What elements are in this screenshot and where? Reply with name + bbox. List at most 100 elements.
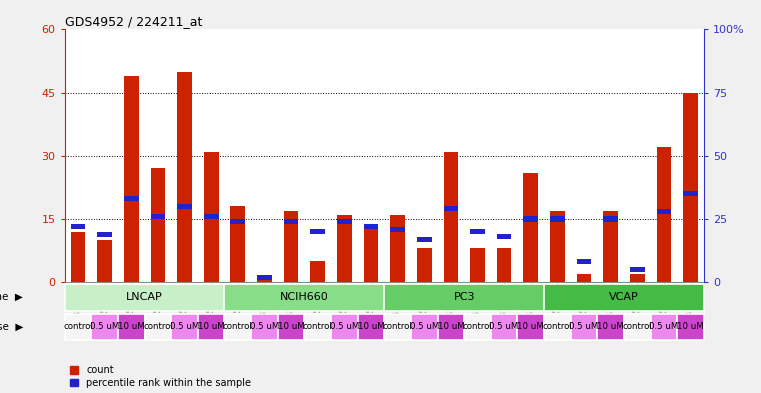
Text: control: control bbox=[622, 323, 652, 331]
Bar bbox=[71, 224, 85, 229]
Text: LNCAP: LNCAP bbox=[126, 292, 163, 302]
Bar bbox=[550, 211, 565, 282]
Bar bbox=[177, 204, 192, 209]
Bar bbox=[657, 209, 671, 214]
Text: 10 uM: 10 uM bbox=[677, 323, 704, 331]
Bar bbox=[224, 284, 384, 310]
Bar bbox=[337, 215, 352, 282]
Bar bbox=[544, 284, 704, 310]
Legend: count, percentile rank within the sample: count, percentile rank within the sample bbox=[69, 365, 251, 388]
Bar bbox=[524, 173, 538, 282]
Bar bbox=[118, 314, 145, 340]
Bar bbox=[597, 314, 624, 340]
Bar bbox=[683, 93, 698, 282]
Bar bbox=[411, 314, 438, 340]
Text: control: control bbox=[223, 323, 253, 331]
Bar bbox=[491, 314, 517, 340]
Bar bbox=[71, 231, 85, 282]
Bar bbox=[257, 275, 272, 280]
Bar bbox=[204, 152, 218, 282]
Bar bbox=[603, 217, 618, 222]
Bar bbox=[603, 211, 618, 282]
Text: 10 uM: 10 uM bbox=[517, 323, 544, 331]
Text: VCAP: VCAP bbox=[609, 292, 639, 302]
Text: control: control bbox=[143, 323, 173, 331]
Bar bbox=[524, 217, 538, 222]
Text: PC3: PC3 bbox=[454, 292, 475, 302]
Text: control: control bbox=[63, 323, 93, 331]
Bar bbox=[390, 227, 405, 231]
Bar bbox=[310, 261, 325, 282]
Bar bbox=[91, 314, 118, 340]
Text: 0.5 uM: 0.5 uM bbox=[90, 323, 119, 331]
Bar bbox=[310, 229, 325, 234]
Bar bbox=[284, 219, 298, 224]
Text: 0.5 uM: 0.5 uM bbox=[489, 323, 519, 331]
Bar bbox=[231, 206, 245, 282]
Text: 0.5 uM: 0.5 uM bbox=[649, 323, 679, 331]
Bar bbox=[657, 147, 671, 282]
Bar bbox=[124, 196, 139, 201]
Bar bbox=[358, 314, 384, 340]
Bar bbox=[651, 314, 677, 340]
Text: control: control bbox=[303, 323, 333, 331]
Bar bbox=[438, 314, 464, 340]
Bar bbox=[65, 284, 224, 310]
Bar bbox=[337, 219, 352, 224]
Bar bbox=[278, 314, 304, 340]
Bar bbox=[630, 274, 645, 282]
Text: NCIH660: NCIH660 bbox=[280, 292, 329, 302]
Text: 0.5 uM: 0.5 uM bbox=[250, 323, 279, 331]
Bar bbox=[630, 267, 645, 272]
Bar bbox=[544, 314, 571, 340]
Bar bbox=[497, 234, 511, 239]
Bar bbox=[497, 248, 511, 282]
Text: 10 uM: 10 uM bbox=[198, 323, 224, 331]
Bar bbox=[624, 314, 651, 340]
Bar bbox=[364, 224, 378, 229]
Text: 0.5 uM: 0.5 uM bbox=[170, 323, 199, 331]
Bar bbox=[198, 314, 224, 340]
Bar bbox=[124, 76, 139, 282]
Text: 0.5 uM: 0.5 uM bbox=[569, 323, 599, 331]
Bar bbox=[151, 214, 165, 219]
Text: GDS4952 / 224211_at: GDS4952 / 224211_at bbox=[65, 15, 202, 28]
Text: control: control bbox=[543, 323, 572, 331]
Bar bbox=[577, 259, 591, 264]
Bar bbox=[550, 217, 565, 222]
Bar bbox=[97, 231, 112, 237]
Text: 10 uM: 10 uM bbox=[438, 323, 464, 331]
Text: control: control bbox=[383, 323, 412, 331]
Text: 10 uM: 10 uM bbox=[118, 323, 145, 331]
Bar bbox=[517, 314, 544, 340]
Bar bbox=[390, 215, 405, 282]
Bar bbox=[97, 240, 112, 282]
Bar bbox=[284, 211, 298, 282]
Bar bbox=[364, 228, 378, 282]
Bar bbox=[464, 314, 491, 340]
Bar bbox=[65, 314, 91, 340]
Bar bbox=[177, 72, 192, 282]
Bar bbox=[470, 229, 485, 234]
Bar bbox=[224, 314, 251, 340]
Bar bbox=[683, 191, 698, 196]
Bar bbox=[571, 314, 597, 340]
Text: control: control bbox=[463, 323, 492, 331]
Bar bbox=[444, 152, 458, 282]
Bar bbox=[677, 314, 704, 340]
Bar bbox=[145, 314, 171, 340]
Bar bbox=[417, 248, 431, 282]
Bar bbox=[204, 214, 218, 219]
Text: dose  ▶: dose ▶ bbox=[0, 322, 23, 332]
Bar bbox=[444, 206, 458, 211]
Text: 10 uM: 10 uM bbox=[278, 323, 304, 331]
Text: 10 uM: 10 uM bbox=[597, 323, 624, 331]
Text: 0.5 uM: 0.5 uM bbox=[409, 323, 439, 331]
Bar bbox=[257, 278, 272, 282]
Bar bbox=[151, 169, 165, 282]
Bar bbox=[171, 314, 198, 340]
Text: cell line  ▶: cell line ▶ bbox=[0, 292, 23, 302]
Bar bbox=[384, 314, 411, 340]
Bar bbox=[304, 314, 331, 340]
Bar bbox=[331, 314, 358, 340]
